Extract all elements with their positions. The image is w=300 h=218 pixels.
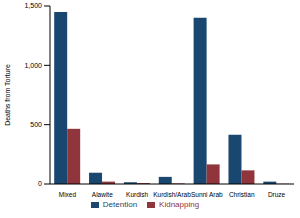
svg-text:Druze: Druze — [268, 191, 286, 198]
svg-text:Christian: Christian — [229, 191, 255, 198]
svg-text:Alawite: Alawite — [92, 191, 113, 198]
html-text:Kidnapping: Kidnapping — [159, 200, 200, 209]
svg-text:0: 0 — [38, 180, 42, 187]
svg-text:1,500: 1,500 — [24, 2, 42, 9]
svg-text:500: 500 — [30, 121, 42, 128]
svg-text:1,000: 1,000 — [24, 62, 42, 69]
svg-text:Kurdish/Arab: Kurdish/Arab — [153, 191, 191, 198]
svg-text:Kurdish: Kurdish — [126, 191, 148, 198]
html-text:Detention: Detention — [102, 200, 138, 209]
svg-text:Mixed: Mixed — [59, 191, 77, 198]
svg-text:Sunni Arab: Sunni Arab — [191, 191, 223, 198]
svg-text:Deaths from Torture: Deaths from Torture — [4, 64, 11, 126]
